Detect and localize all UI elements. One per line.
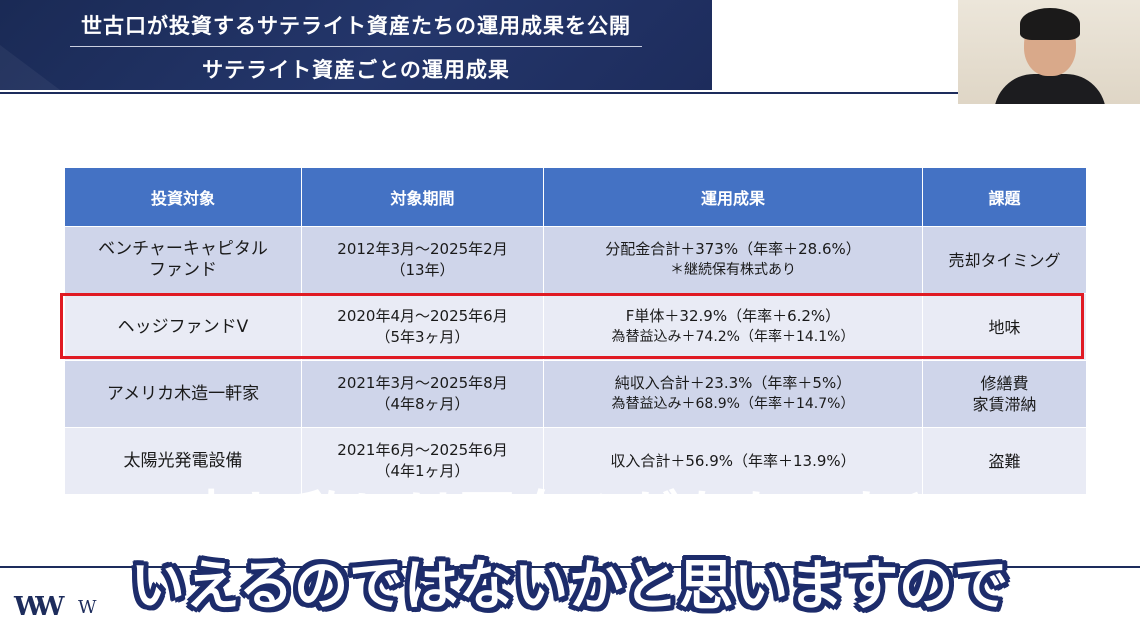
period-cell-line: （13年） xyxy=(390,261,455,279)
result-cell-line: 分配金合計＋373%（年率＋28.6%） xyxy=(605,240,861,258)
target-cell-line: ヘッジファンドV xyxy=(117,316,249,337)
period-cell: 2012年3月～2025年2月 （13年） xyxy=(301,226,544,294)
results-table-container: 投資対象 対象期間 運用成果 課題 ベンチャーキャピタル ファンド 2012年3月～… xyxy=(64,167,1087,495)
title-divider xyxy=(70,46,642,47)
period-cell-line: （4年8ヶ月） xyxy=(375,395,470,413)
issue-cell-line: 盗難 xyxy=(988,451,1021,471)
result-cell-line: F単体＋32.9%（年率＋6.2%） xyxy=(625,307,841,325)
caption-line-1-navy: と xyxy=(900,485,955,548)
issue-cell: 盗難 xyxy=(922,427,1087,495)
target-cell-line: ベンチャーキャピタル xyxy=(98,239,268,259)
presenter-body xyxy=(994,74,1106,104)
footer-rule xyxy=(0,566,1140,568)
result-cell-line: 純収入合計＋23.3%（年率＋5%） xyxy=(614,374,852,392)
target-cell-line: 太陽光発電設備 xyxy=(123,450,243,471)
column-header-result: 運用成果 xyxy=(543,167,923,227)
issue-cell: 地味 xyxy=(922,293,1087,361)
target-cell: ヘッジファンドV xyxy=(64,293,302,361)
target-cell-line: アメリカ木造一軒家 xyxy=(106,383,260,404)
result-cell-line: 収入合計＋56.9%（年率＋13.9%） xyxy=(610,451,856,470)
period-cell-line: 2020年4月～2025年6月 xyxy=(337,307,508,325)
issue-cell-line: 家賃滞納 xyxy=(972,395,1037,414)
result-cell-line: ＊継続保有株式あり xyxy=(670,262,796,278)
period-cell-line: （4年1ヶ月） xyxy=(375,462,470,480)
caption-line-2: いえるのではないかと思いますので xyxy=(130,554,1010,617)
period-cell-line: （5年3ヶ月） xyxy=(375,328,470,346)
result-cell: F単体＋32.9%（年率＋6.2%） 為替益込み＋74.2%（年率＋14.1%） xyxy=(543,293,923,361)
table-row: ヘッジファンドV 2020年4月～2025年6月 （5年3ヶ月） F単体＋32.9%（… xyxy=(64,293,1087,361)
caption-line-1-red: 少し私には面白みがなかった xyxy=(185,485,900,548)
table-row: ベンチャーキャピタル ファンド 2012年3月～2025年2月 （13年） 分配金合計＋… xyxy=(64,226,1087,294)
target-cell: 太陽光発電設備 xyxy=(64,427,302,495)
issue-cell: 修繕費 家賃滞納 xyxy=(922,360,1087,428)
column-header-period: 対象期間 xyxy=(301,167,544,227)
table-row: アメリカ木造一軒家 2021年3月～2025年8月 （4年8ヶ月） 純収入合計＋23.… xyxy=(64,360,1087,428)
target-cell-line: ファンド xyxy=(149,260,217,280)
presenter-webcam xyxy=(958,0,1140,104)
presenter-hair xyxy=(1020,8,1080,40)
period-cell: 2021年6月～2025年6月 （4年1ヶ月） xyxy=(301,427,544,495)
target-cell: ベンチャーキャピタル ファンド xyxy=(64,226,302,294)
period-cell-line: 2021年3月～2025年8月 xyxy=(337,374,508,392)
title-line-2: サテライト資産ごとの運用成果 xyxy=(202,58,510,82)
period-cell: 2020年4月～2025年6月 （5年3ヶ月） xyxy=(301,293,544,361)
result-cell-line: 為替益込み＋74.2%（年率＋14.1%） xyxy=(611,329,855,345)
target-cell: アメリカ木造一軒家 xyxy=(64,360,302,428)
result-cell: 収入合計＋56.9%（年率＋13.9%） xyxy=(543,427,923,495)
table-header-row: 投資対象 対象期間 運用成果 課題 xyxy=(64,167,1087,227)
period-cell: 2021年3月～2025年8月 （4年8ヶ月） xyxy=(301,360,544,428)
issue-cell: 売却タイミング xyxy=(922,226,1087,294)
brand-logo-text: W xyxy=(78,597,97,618)
table-row: 太陽光発電設備 2021年6月～2025年6月 （4年1ヶ月） 収入合計＋56.9%（… xyxy=(64,427,1087,495)
brand-logo-icon: WW xyxy=(14,592,64,622)
results-table: 投資対象 対象期間 運用成果 課題 ベンチャーキャピタル ファンド 2012年3月～… xyxy=(64,167,1087,495)
header-rule xyxy=(0,92,958,94)
title-banner: 世古口が投資するサテライト資産たちの運用成果を公開 サテライト資産ごとの運用成果 xyxy=(0,0,712,90)
column-header-issue: 課題 xyxy=(922,167,1087,227)
title-line-1: 世古口が投資するサテライト資産たちの運用成果を公開 xyxy=(81,14,631,38)
result-cell-line: 為替益込み＋68.9%（年率＋14.7%） xyxy=(611,396,855,412)
caption-line-1: 少し私には面白みがなかったと xyxy=(0,487,1140,547)
column-header-target: 投資対象 xyxy=(64,167,302,227)
issue-cell-line: 売却タイミング xyxy=(948,250,1061,270)
issue-cell-line: 地味 xyxy=(988,317,1021,337)
result-cell: 分配金合計＋373%（年率＋28.6%） ＊継続保有株式あり xyxy=(543,226,923,294)
issue-cell-line: 修繕費 xyxy=(980,374,1029,393)
result-cell: 純収入合計＋23.3%（年率＋5%） 為替益込み＋68.9%（年率＋14.7%） xyxy=(543,360,923,428)
period-cell-line: 2012年3月～2025年2月 xyxy=(337,240,508,258)
banner-decoration xyxy=(0,45,60,90)
period-cell-line: 2021年6月～2025年6月 xyxy=(337,441,508,459)
